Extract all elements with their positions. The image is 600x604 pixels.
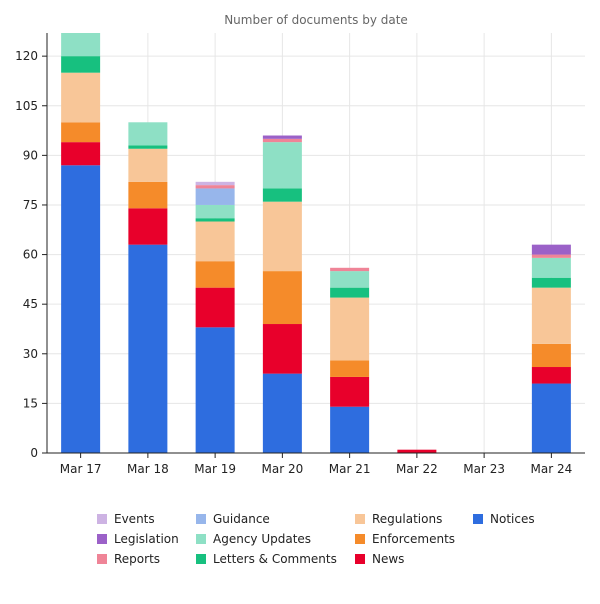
- bar-segment-agency-updates[interactable]: [195, 204, 235, 219]
- bar-segment-news[interactable]: [531, 367, 571, 384]
- bar-segment-enforcements[interactable]: [195, 261, 235, 288]
- legend-item-enforcements[interactable]: Enforcements: [355, 532, 455, 546]
- legend-swatch: [196, 554, 206, 564]
- bar-segment-regulations[interactable]: [128, 148, 168, 182]
- bar-segment-letters-and-comments[interactable]: [262, 188, 302, 202]
- legend-swatch: [97, 534, 107, 544]
- bar-segment-letters-and-comments[interactable]: [128, 145, 168, 149]
- bar-segment-regulations[interactable]: [531, 287, 571, 344]
- bar-segment-letters-and-comments[interactable]: [61, 56, 101, 73]
- y-tick-label: 60: [23, 248, 38, 262]
- bar-segment-agency-updates[interactable]: [262, 142, 302, 189]
- bar-segment-notices[interactable]: [195, 327, 235, 453]
- bar-segment-enforcements[interactable]: [61, 122, 101, 143]
- bar-segment-enforcements[interactable]: [330, 360, 370, 377]
- bar-segment-letters-and-comments[interactable]: [531, 277, 571, 288]
- x-tick-label: Mar 18: [127, 462, 169, 476]
- legend-swatch: [355, 514, 365, 524]
- bar-segment-letters-and-comments[interactable]: [330, 287, 370, 298]
- axes: 0 15 30 45 60 75 90 105 120 Mar 17 Mar 18 Mar 19 Mar…: [15, 33, 585, 476]
- y-tick-label: 120: [15, 49, 38, 63]
- legend-swatch: [196, 534, 206, 544]
- bar-segment-regulations[interactable]: [195, 221, 235, 262]
- bar-segment-guidance[interactable]: [195, 188, 235, 205]
- bars: [61, 33, 571, 453]
- legend-label: Reports: [114, 552, 160, 566]
- bar-segment-legislation[interactable]: [262, 135, 302, 139]
- legend-item-notices[interactable]: Notices: [473, 512, 535, 526]
- bar-segment-notices[interactable]: [61, 165, 101, 453]
- bar-segment-news[interactable]: [330, 376, 370, 407]
- bar-segment-enforcements[interactable]: [128, 181, 168, 209]
- bar-segment-reports[interactable]: [531, 254, 571, 258]
- y-tick-label: 75: [23, 198, 38, 212]
- bar-segment-agency-updates[interactable]: [61, 33, 101, 57]
- bar-segment-legislation[interactable]: [531, 244, 571, 255]
- x-tick-label: Mar 22: [396, 462, 438, 476]
- bar-segment-notices[interactable]: [262, 373, 302, 453]
- legend-label: Notices: [490, 512, 535, 526]
- legend-item-events[interactable]: Events: [97, 512, 155, 526]
- bar-segment-notices[interactable]: [128, 244, 168, 453]
- legend-item-letters-and-comments[interactable]: Letters & Comments: [196, 552, 337, 566]
- legend-item-regulations[interactable]: Regulations: [355, 512, 442, 526]
- legend: Events Legislation Reports Guidance Agency U…: [97, 512, 535, 566]
- bar-segment-agency-updates[interactable]: [531, 257, 571, 278]
- legend-label: Events: [114, 512, 155, 526]
- legend-label: Legislation: [114, 532, 179, 546]
- legend-item-legislation[interactable]: Legislation: [97, 532, 179, 546]
- legend-swatch: [97, 554, 107, 564]
- legend-item-news[interactable]: News: [355, 552, 404, 566]
- legend-item-reports[interactable]: Reports: [97, 552, 160, 566]
- x-tick-label: Mar 19: [194, 462, 236, 476]
- bar-segment-reports[interactable]: [195, 185, 235, 189]
- bar-segment-notices[interactable]: [330, 406, 370, 453]
- y-tick-label: 45: [23, 297, 38, 311]
- bar-segment-regulations[interactable]: [262, 201, 302, 272]
- chart-title: Number of documents by date: [224, 13, 408, 27]
- bar-segment-letters-and-comments[interactable]: [195, 218, 235, 222]
- y-tick-label: 0: [30, 446, 38, 460]
- legend-label: Guidance: [213, 512, 270, 526]
- bar-segment-enforcements[interactable]: [531, 343, 571, 368]
- x-tick-label: Mar 24: [531, 462, 573, 476]
- legend-label: Enforcements: [372, 532, 455, 546]
- legend-item-agency-updates[interactable]: Agency Updates: [196, 532, 311, 546]
- legend-swatch: [355, 534, 365, 544]
- y-tick-label: 105: [15, 99, 38, 113]
- bar-segment-regulations[interactable]: [330, 297, 370, 361]
- legend-swatch: [196, 514, 206, 524]
- legend-item-guidance[interactable]: Guidance: [196, 512, 270, 526]
- legend-swatch: [97, 514, 107, 524]
- bar-segment-enforcements[interactable]: [262, 271, 302, 325]
- bar-segment-news[interactable]: [61, 142, 101, 166]
- bar-segment-notices[interactable]: [531, 383, 571, 453]
- x-tick-label: Mar 17: [60, 462, 102, 476]
- bar-segment-regulations[interactable]: [61, 72, 101, 123]
- bar-segment-events[interactable]: [195, 181, 235, 186]
- x-tick-label: Mar 20: [262, 462, 304, 476]
- x-tick-label: Mar 21: [329, 462, 371, 476]
- gridlines: [47, 33, 585, 453]
- bar-segment-news[interactable]: [262, 324, 302, 374]
- y-tick-label: 30: [23, 347, 38, 361]
- legend-swatch: [473, 514, 483, 524]
- y-tick-label: 90: [23, 148, 38, 162]
- y-tick-label: 15: [23, 396, 38, 410]
- bar-segment-reports[interactable]: [330, 267, 370, 272]
- bar-segment-news[interactable]: [397, 449, 437, 453]
- bar-segment-agency-updates[interactable]: [330, 271, 370, 288]
- bar-segment-reports[interactable]: [262, 138, 302, 143]
- bar-segment-agency-updates[interactable]: [128, 122, 168, 146]
- bar-segment-news[interactable]: [195, 287, 235, 328]
- legend-label: Regulations: [372, 512, 442, 526]
- legend-label: Letters & Comments: [213, 552, 337, 566]
- legend-label: Agency Updates: [213, 532, 311, 546]
- legend-swatch: [355, 554, 365, 564]
- bar-segment-news[interactable]: [128, 208, 168, 245]
- x-tick-label: Mar 23: [463, 462, 505, 476]
- legend-label: News: [372, 552, 404, 566]
